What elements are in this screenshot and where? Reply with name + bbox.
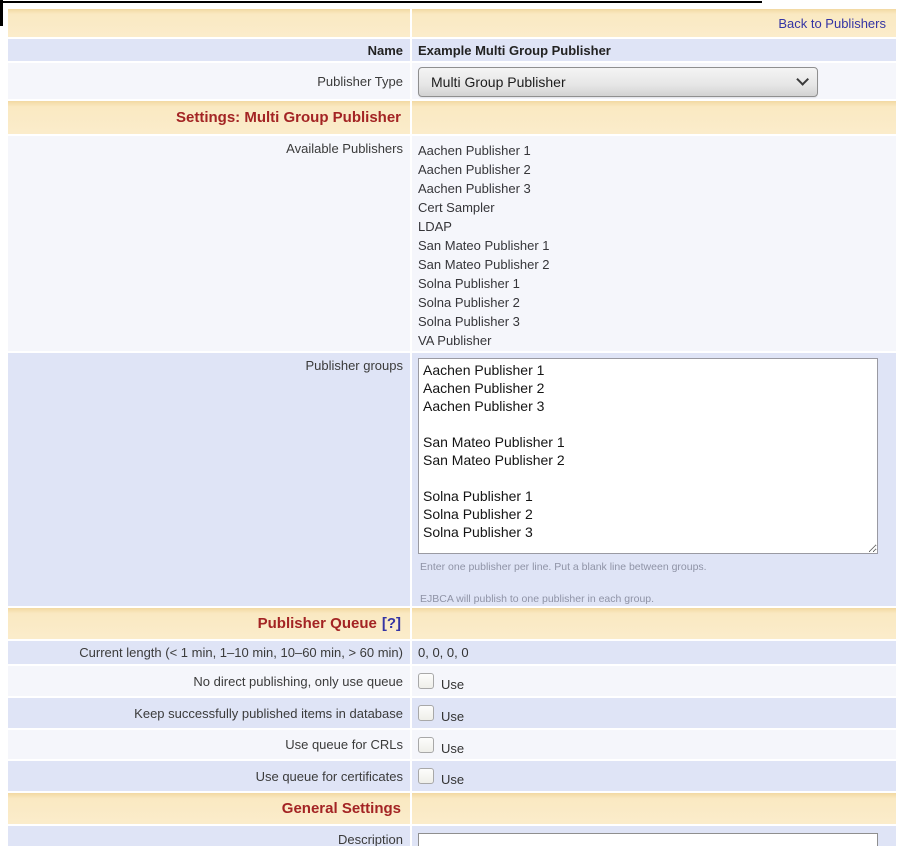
publisher-groups-textarea[interactable]: Aachen Publisher 1 Aachen Publisher 2 Aa…	[418, 358, 878, 554]
list-item: Aachen Publisher 3	[418, 181, 531, 196]
publisher-groups-hint-2: EJBCA will publish to one publisher in e…	[420, 593, 655, 605]
available-publishers-label: Available Publishers	[8, 136, 410, 351]
current-length-label: Current length (< 1 min, 1–10 min, 10–60…	[8, 641, 410, 664]
list-item: Solna Publisher 3	[418, 314, 520, 329]
window-edge-artifact-top	[0, 1, 762, 3]
available-publishers-list: Aachen Publisher 1 Aachen Publisher 2 Aa…	[418, 139, 896, 350]
description-input[interactable]	[418, 833, 878, 846]
settings-section-header: Settings: Multi Group Publisher	[8, 101, 410, 134]
queue-section-title: Publisher Queue	[257, 615, 377, 632]
name-label: Name	[8, 39, 410, 61]
window-edge-artifact-left	[0, 0, 3, 26]
checkbox-label: Use	[441, 677, 465, 692]
no-direct-publishing-label: No direct publishing, only use queue	[8, 666, 410, 696]
checkbox-label: Use	[441, 709, 465, 724]
current-length-value: 0, 0, 0, 0	[412, 641, 896, 664]
list-item: San Mateo Publisher 1	[418, 238, 550, 253]
no-direct-publishing-checkbox[interactable]	[418, 673, 434, 689]
publisher-type-select[interactable]: Multi Group Publisher	[418, 66, 818, 97]
top-bar: Back to Publishers	[412, 9, 896, 37]
publisher-type-selected-value: Multi Group Publisher	[431, 73, 566, 90]
publisher-type-label: Publisher Type	[8, 63, 410, 99]
list-item: San Mateo Publisher 2	[418, 257, 550, 272]
list-item: Solna Publisher 1	[418, 276, 520, 291]
checkbox-label: Use	[441, 741, 465, 756]
keep-published-items-checkbox[interactable]	[418, 705, 434, 721]
keep-published-items-label: Keep successfully published items in dat…	[8, 698, 410, 728]
list-item: VA Publisher	[418, 333, 492, 348]
list-item: Aachen Publisher 1	[418, 143, 531, 158]
general-settings-header-spacer	[412, 793, 896, 824]
general-settings-header: General Settings	[8, 793, 410, 824]
settings-section-header-spacer	[412, 101, 896, 134]
list-item: LDAP	[418, 219, 452, 234]
list-item: Cert Sampler	[418, 200, 495, 215]
publisher-edit-form: Back to Publishers Name Example Multi Gr…	[8, 9, 896, 846]
top-bar-left-spacer	[8, 9, 410, 37]
queue-section-header-spacer	[412, 608, 896, 639]
use-queue-certificates-label: Use queue for certificates	[8, 761, 410, 791]
queue-help-link[interactable]: [?]	[381, 615, 401, 632]
use-queue-crls-label: Use queue for CRLs	[8, 730, 410, 759]
publisher-groups-label: Publisher groups	[8, 353, 410, 606]
queue-section-header: Publisher Queue [?]	[8, 608, 410, 639]
chevron-down-icon	[796, 73, 809, 86]
back-to-publishers-link[interactable]: Back to Publishers	[778, 15, 886, 31]
checkbox-label: Use	[441, 772, 465, 787]
description-label: Description	[8, 826, 410, 846]
name-value: Example Multi Group Publisher	[412, 39, 896, 61]
use-queue-certificates-checkbox[interactable]	[418, 768, 434, 784]
publisher-groups-hint-1: Enter one publisher per line. Put a blan…	[420, 561, 707, 573]
list-item: Solna Publisher 2	[418, 295, 520, 310]
list-item: Aachen Publisher 2	[418, 162, 531, 177]
use-queue-crls-checkbox[interactable]	[418, 737, 434, 753]
